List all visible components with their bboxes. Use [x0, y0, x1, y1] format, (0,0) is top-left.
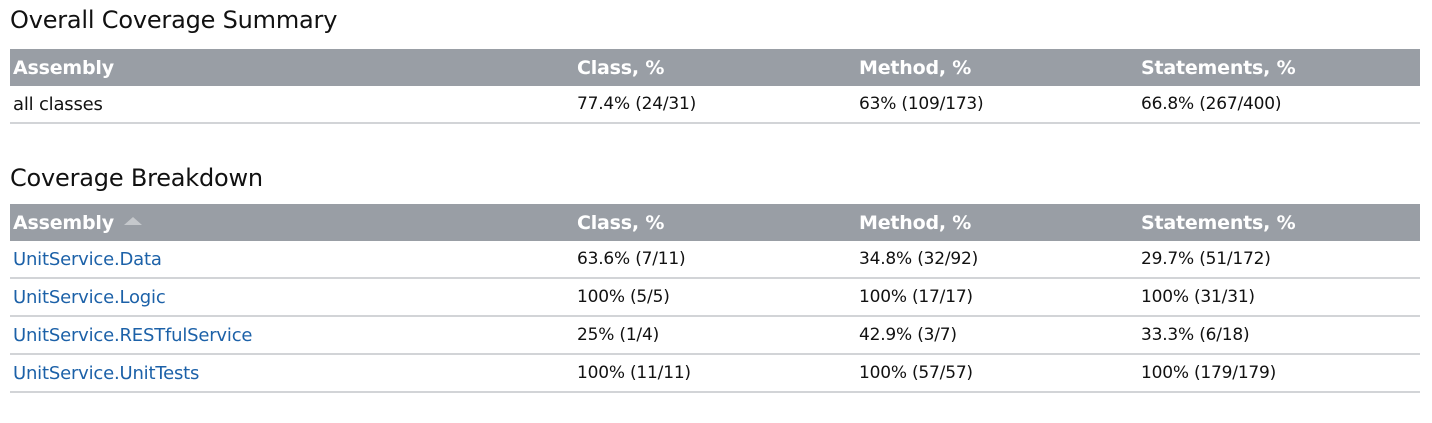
summary-header-class: Class, %	[574, 49, 856, 86]
statements-cell: 100% (179/179)	[1138, 354, 1420, 393]
method-cell: 34.8% (32/92)	[856, 241, 1138, 279]
summary-assembly-cell: all classes	[10, 86, 574, 124]
statements-cell: 33.3% (6/18)	[1138, 316, 1420, 355]
breakdown-header-assembly-label: Assembly	[13, 211, 114, 234]
class-cell: 63.6% (7/11)	[574, 241, 856, 279]
sort-ascending-icon[interactable]	[123, 217, 142, 225]
summary-method-cell: 63% (109/173)	[856, 86, 1138, 124]
method-cell: 100% (17/17)	[856, 278, 1138, 317]
breakdown-header-assembly[interactable]: Assembly	[10, 204, 574, 241]
coverage-breakdown-title: Coverage Breakdown	[10, 164, 263, 192]
breakdown-header-class[interactable]: Class, %	[574, 204, 856, 241]
breakdown-table: Assembly Class, % Method, % Statements, …	[10, 204, 1420, 393]
summary-statements-cell: 66.8% (267/400)	[1138, 86, 1420, 124]
summary-header-statements: Statements, %	[1138, 49, 1420, 86]
overall-coverage-summary-title: Overall Coverage Summary	[10, 6, 338, 34]
method-cell: 42.9% (3/7)	[856, 316, 1138, 355]
assembly-link[interactable]: UnitService.Data	[13, 248, 162, 270]
summary-table: Assembly Class, % Method, % Statements, …	[10, 49, 1420, 124]
assembly-link[interactable]: UnitService.Logic	[13, 286, 166, 308]
table-row: UnitService.RESTfulService 25% (1/4) 42.…	[10, 316, 1420, 355]
breakdown-header-method[interactable]: Method, %	[856, 204, 1138, 241]
assembly-link[interactable]: UnitService.RESTfulService	[13, 324, 253, 346]
table-row: UnitService.Logic 100% (5/5) 100% (17/17…	[10, 278, 1420, 317]
summary-row: all classes 77.4% (24/31) 63% (109/173) …	[10, 86, 1420, 124]
assembly-cell: UnitService.Logic	[10, 278, 574, 317]
assembly-cell: UnitService.RESTfulService	[10, 316, 574, 355]
class-cell: 25% (1/4)	[574, 316, 856, 355]
statements-cell: 100% (31/31)	[1138, 278, 1420, 317]
class-cell: 100% (11/11)	[574, 354, 856, 393]
method-cell: 100% (57/57)	[856, 354, 1138, 393]
summary-header-method: Method, %	[856, 49, 1138, 86]
summary-header-assembly: Assembly	[10, 49, 574, 86]
summary-header-row: Assembly Class, % Method, % Statements, …	[10, 49, 1420, 86]
table-row: UnitService.Data 63.6% (7/11) 34.8% (32/…	[10, 241, 1420, 279]
assembly-link[interactable]: UnitService.UnitTests	[13, 362, 200, 384]
statements-cell: 29.7% (51/172)	[1138, 241, 1420, 279]
class-cell: 100% (5/5)	[574, 278, 856, 317]
table-row: UnitService.UnitTests 100% (11/11) 100% …	[10, 354, 1420, 393]
breakdown-header-statements[interactable]: Statements, %	[1138, 204, 1420, 241]
assembly-cell: UnitService.UnitTests	[10, 354, 574, 393]
breakdown-header-row: Assembly Class, % Method, % Statements, …	[10, 204, 1420, 241]
assembly-cell: UnitService.Data	[10, 241, 574, 279]
summary-class-cell: 77.4% (24/31)	[574, 86, 856, 124]
